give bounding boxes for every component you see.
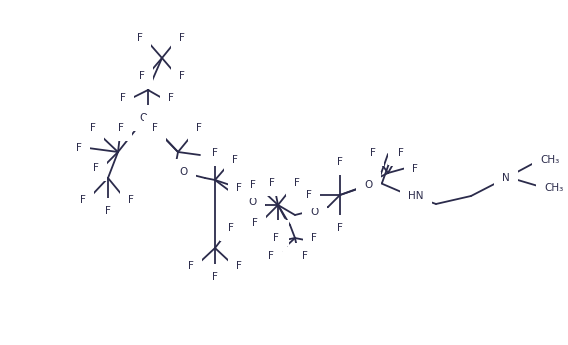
Text: O: O — [364, 180, 372, 190]
Text: O: O — [248, 197, 256, 207]
Text: F: F — [306, 190, 312, 200]
Text: F: F — [105, 206, 111, 216]
Text: F: F — [250, 180, 256, 190]
Text: CH₃: CH₃ — [540, 155, 559, 165]
Text: F: F — [118, 123, 124, 133]
Text: O: O — [310, 207, 318, 217]
Text: F: F — [212, 272, 218, 282]
Text: F: F — [80, 195, 86, 205]
Text: O: O — [139, 113, 147, 123]
Text: CH₃: CH₃ — [544, 183, 563, 193]
Text: F: F — [90, 123, 96, 133]
Text: F: F — [76, 143, 82, 153]
Text: F: F — [139, 71, 145, 81]
Text: F: F — [337, 157, 343, 167]
Text: F: F — [120, 93, 126, 103]
Text: F: F — [212, 148, 218, 158]
Text: F: F — [236, 183, 242, 193]
Text: F: F — [128, 195, 134, 205]
Text: F: F — [398, 148, 404, 158]
Text: F: F — [179, 33, 185, 43]
Text: F: F — [294, 178, 300, 188]
Text: N: N — [502, 173, 510, 183]
Text: F: F — [302, 251, 308, 261]
Text: F: F — [179, 71, 185, 81]
Text: F: F — [236, 261, 242, 271]
Text: F: F — [196, 123, 202, 133]
Text: F: F — [168, 93, 174, 103]
Text: F: F — [252, 218, 258, 228]
Text: F: F — [137, 33, 143, 43]
Text: F: F — [269, 178, 275, 188]
Text: F: F — [275, 228, 281, 238]
Text: F: F — [232, 155, 238, 165]
Text: F: F — [311, 233, 317, 243]
Text: F: F — [412, 164, 418, 174]
Text: F: F — [268, 251, 274, 261]
Text: HN: HN — [408, 191, 424, 201]
Text: F: F — [93, 163, 99, 173]
Text: F: F — [273, 233, 279, 243]
Text: F: F — [188, 261, 194, 271]
Text: O: O — [396, 147, 404, 157]
Text: O: O — [179, 167, 188, 177]
Text: F: F — [370, 148, 376, 158]
Text: F: F — [228, 223, 234, 233]
Text: F: F — [152, 123, 158, 133]
Text: F: F — [337, 223, 343, 233]
